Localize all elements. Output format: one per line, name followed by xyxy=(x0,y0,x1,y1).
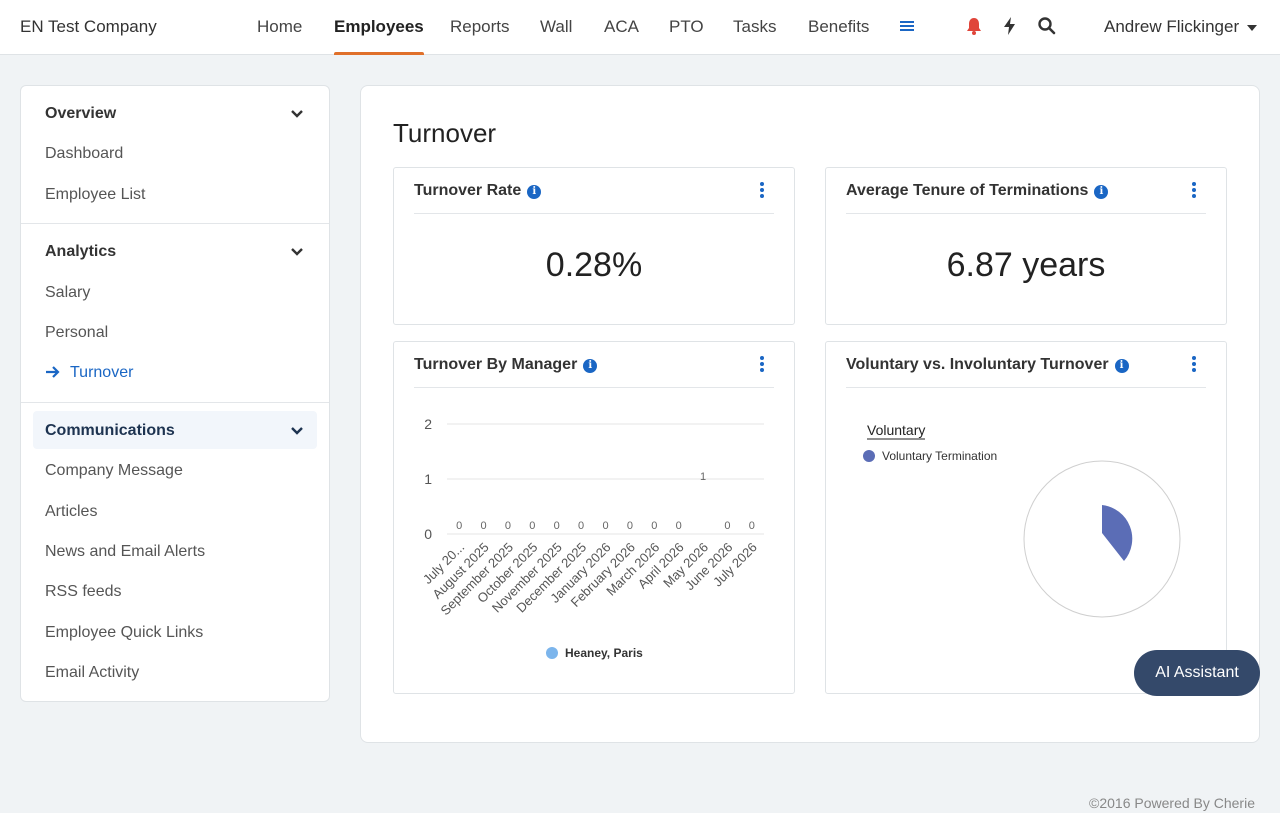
data-label: 0 xyxy=(554,520,560,532)
caret-down-icon xyxy=(1247,24,1258,31)
sidebar-item-personal[interactable]: Personal xyxy=(45,324,109,341)
legend-label[interactable]: Voluntary Termination xyxy=(882,449,997,463)
nav-pto[interactable]: PTO xyxy=(669,17,704,36)
turnover-by-manager-card: Turnover By Manager i 0 1 2 0 July 20... 0 Augu… xyxy=(393,341,795,694)
card-title-text: Average Tenure of Terminations xyxy=(846,182,1089,199)
company-brand[interactable]: EN Test Company xyxy=(20,17,157,36)
info-icon[interactable]: i xyxy=(1094,185,1109,199)
user-menu[interactable]: Andrew Flickinger xyxy=(1104,17,1258,37)
info-icon[interactable]: i xyxy=(527,185,542,199)
y-tick-label: 1 xyxy=(424,471,432,487)
data-label: 0 xyxy=(724,520,730,532)
data-label: 0 xyxy=(749,520,755,532)
divider xyxy=(846,213,1206,214)
card-title: Turnover By Manager i xyxy=(414,356,598,374)
sidebar-item-rss-feeds[interactable]: RSS feeds xyxy=(45,583,122,600)
user-name: Andrew Flickinger xyxy=(1104,17,1240,36)
data-label: 0 xyxy=(676,520,682,532)
card-title: Turnover Rate i xyxy=(414,182,542,200)
nav-benefits[interactable]: Benefits xyxy=(808,17,870,36)
divider xyxy=(21,402,329,403)
nav-wall[interactable]: Wall xyxy=(540,17,573,36)
more-options-icon[interactable] xyxy=(1192,182,1196,198)
sidebar-section-communications-bg xyxy=(33,411,317,449)
y-tick-label: 2 xyxy=(424,416,432,432)
data-label: 0 xyxy=(529,520,535,532)
sidebar-item-dashboard[interactable]: Dashboard xyxy=(45,145,124,162)
main-panel: Turnover Turnover Rate i 0.28% Average Te… xyxy=(360,85,1260,743)
data-label: 0 xyxy=(602,520,608,532)
sidebar-item-email-activity[interactable]: Email Activity xyxy=(45,664,140,681)
sidebar-item-salary[interactable]: Salary xyxy=(45,284,91,301)
chevron-down-icon[interactable] xyxy=(291,246,303,258)
data-label: 0 xyxy=(456,520,462,532)
page-title: Turnover xyxy=(393,118,497,148)
turnover-rate-card: Turnover Rate i 0.28% xyxy=(393,167,795,325)
legend-marker xyxy=(546,647,558,659)
turnover-rate-value: 0.28% xyxy=(545,246,643,284)
data-label: 0 xyxy=(651,520,657,532)
menu-icon[interactable] xyxy=(897,16,917,36)
chevron-down-icon[interactable] xyxy=(291,108,303,120)
pie-outline xyxy=(1023,460,1181,618)
divider xyxy=(414,387,774,388)
bell-icon[interactable] xyxy=(964,16,984,36)
more-options-icon[interactable] xyxy=(1192,356,1196,372)
sidebar-item-employee-quick-links[interactable]: Employee Quick Links xyxy=(45,624,204,641)
card-title-text: Turnover By Manager xyxy=(414,356,578,373)
divider xyxy=(21,223,329,224)
average-tenure-card: Average Tenure of Terminations i 6.87 yea… xyxy=(825,167,1227,325)
sidebar-section-communications[interactable]: Communications xyxy=(45,422,175,439)
sidebar: Overview Dashboard Employee List Analyti… xyxy=(20,85,330,702)
y-tick-label: 0 xyxy=(424,526,432,542)
nav-reports[interactable]: Reports xyxy=(450,17,510,36)
data-label: 0 xyxy=(627,520,633,532)
card-title: Average Tenure of Terminations i xyxy=(846,182,1109,200)
sidebar-item-employee-list[interactable]: Employee List xyxy=(45,186,146,203)
info-icon[interactable]: i xyxy=(583,359,598,373)
divider xyxy=(846,387,1206,388)
sidebar-item-company-message[interactable]: Company Message xyxy=(45,462,183,479)
sidebar-section-overview[interactable]: Overview xyxy=(45,105,117,122)
nav-aca[interactable]: ACA xyxy=(604,17,639,36)
pie-slice[interactable] xyxy=(1102,505,1133,561)
data-label: 0 xyxy=(481,520,487,532)
sidebar-item-news-email-alerts[interactable]: News and Email Alerts xyxy=(45,543,206,560)
lightning-icon[interactable] xyxy=(1000,16,1020,36)
arrow-right-icon xyxy=(46,366,60,378)
chevron-down-icon[interactable] xyxy=(291,425,303,437)
top-nav: EN Test Company Home Employees Reports W… xyxy=(0,0,1280,55)
legend-title: Voluntary xyxy=(867,422,925,438)
footer-copyright: ©2016 Powered By Cherie xyxy=(1089,795,1255,811)
legend-marker xyxy=(863,450,875,462)
sidebar-section-analytics[interactable]: Analytics xyxy=(45,243,117,260)
data-label: 1 xyxy=(700,471,706,483)
nav-home[interactable]: Home xyxy=(257,17,303,36)
more-options-icon[interactable] xyxy=(760,182,764,198)
card-title: Voluntary vs. Involuntary Turnover i xyxy=(846,356,1129,374)
card-title-text: Turnover Rate xyxy=(414,182,522,199)
data-label: 0 xyxy=(578,520,584,532)
search-icon[interactable] xyxy=(1037,16,1057,36)
divider xyxy=(414,213,774,214)
more-options-icon[interactable] xyxy=(760,356,764,372)
average-tenure-value: 6.87 years xyxy=(946,246,1106,284)
ai-assistant-button[interactable]: AI Assistant xyxy=(1134,650,1260,696)
sidebar-item-turnover[interactable]: Turnover xyxy=(70,364,134,381)
voluntary-involuntary-chart: Voluntary Voluntary Termination xyxy=(863,422,1181,618)
legend-label[interactable]: Heaney, Paris xyxy=(565,646,643,660)
card-title-text: Voluntary vs. Involuntary Turnover xyxy=(846,356,1109,373)
info-icon[interactable]: i xyxy=(1114,359,1129,373)
sidebar-item-articles[interactable]: Articles xyxy=(45,503,98,520)
data-label: 0 xyxy=(505,520,511,532)
nav-tasks[interactable]: Tasks xyxy=(733,17,777,36)
voluntary-involuntary-card: Voluntary vs. Involuntary Turnover i Volu… xyxy=(825,341,1227,694)
nav-employees[interactable]: Employees xyxy=(334,17,424,55)
